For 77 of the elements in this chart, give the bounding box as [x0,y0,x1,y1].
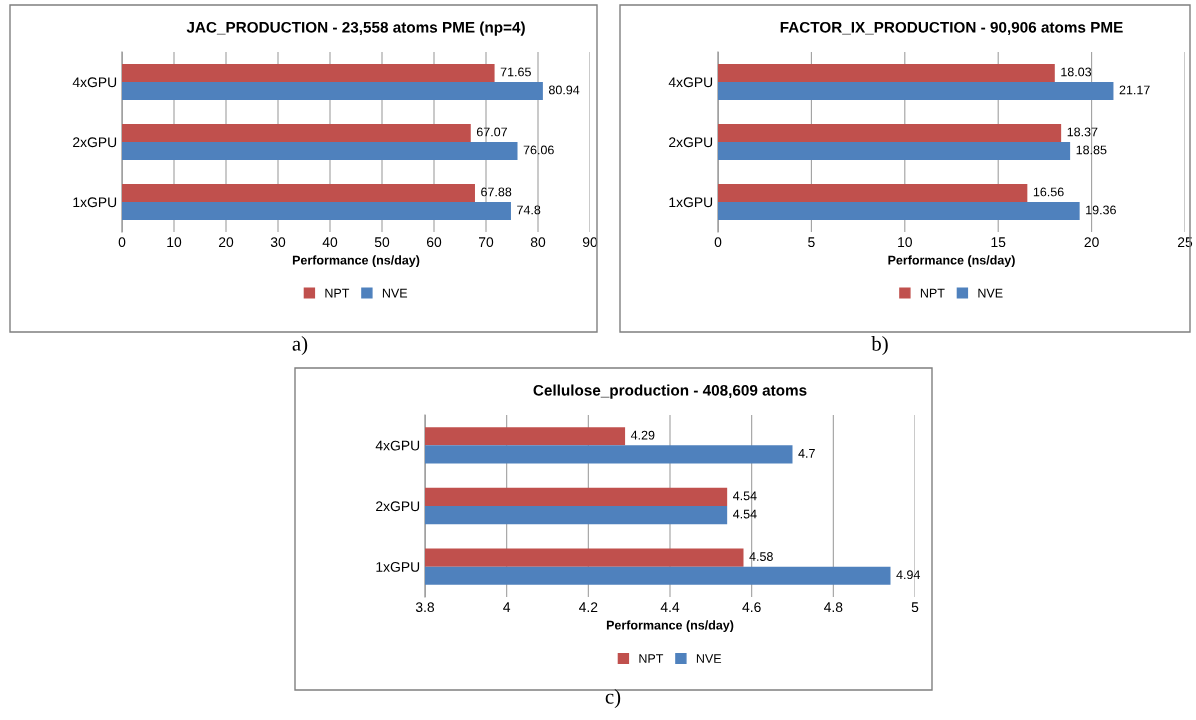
data-label: 18.03 [1061,67,1092,77]
x-tick-label: 0 [118,237,126,248]
data-label: 80.94 [548,85,580,95]
data-label: 16.56 [1033,187,1064,197]
x-tick-label: 3.8 [415,602,435,613]
legend-label: NVE [978,288,1003,298]
y-tick-label: 1xGPU [376,562,420,572]
x-tick-label: 25 [1177,237,1193,248]
data-label: 4.94 [896,570,921,580]
x-axis-title: Performance (ns/day) [606,620,734,633]
data-label: 18.37 [1067,127,1098,137]
legend-label: NPT [325,288,350,298]
bar [122,142,518,160]
x-tick-label: 15 [991,237,1006,248]
data-label: 74.8 [517,205,541,215]
data-label: 67.88 [481,187,512,197]
text: a) [292,336,308,355]
data-label: 67.07 [476,127,507,137]
bar [718,64,1055,82]
x-axis-title: Performance (ns/day) [292,255,420,268]
bar [718,184,1028,202]
x-tick-label: 50 [374,237,390,248]
x-tick-label: 20 [218,237,234,248]
y-tick-label: 4xGPU [375,440,420,451]
text: c) [605,689,621,708]
bar [718,142,1071,160]
data-label: 4.58 [749,552,773,561]
x-tick-label: 30 [270,237,286,248]
y-tick-label: 4xGPU [668,77,713,88]
x-tick-label: 80 [530,237,546,248]
data-label: 19.36 [1086,205,1116,215]
bar [122,82,543,100]
legend-label: NVE [696,654,722,663]
bar [122,64,495,82]
bar [718,124,1062,142]
x-tick-label: 10 [167,237,182,248]
data-label: 4.54 [733,491,757,501]
y-tick-label: 4xGPU [72,77,117,88]
y-tick-label: 2xGPU [73,137,117,148]
legend-label: NPT [639,654,664,663]
bar [718,202,1080,220]
data-label: 21.17 [1119,85,1150,95]
data-label: 76.06 [523,145,554,155]
x-tick-label: 0 [714,237,722,248]
x-tick-label: 5 [911,602,919,613]
data-label: 18.85 [1076,145,1107,155]
x-tick-label: 4.6 [742,602,761,613]
text: b) [871,336,888,355]
data-label: 4.7 [798,449,815,458]
x-tick-label: 10 [898,237,912,248]
x-tick-label: 40 [322,237,338,248]
x-tick-label: 20 [1084,237,1099,248]
bar [122,184,475,202]
legend-label: NVE [382,288,408,298]
x-tick-label: 70 [478,237,494,248]
x-tick-label: 4.2 [579,602,598,612]
data-label: 4.29 [630,430,655,440]
y-tick-label: 1xGPU [669,197,713,208]
x-tick-label: 60 [426,237,442,248]
x-tick-label: 90 [582,237,598,248]
chart-title: FACTOR_IX_PRODUCTION - 90,906 atoms PME [780,21,1123,35]
bar [718,82,1114,100]
chart-title: JAC_PRODUCTION - 23,558 atoms PME (np=4) [186,21,525,36]
y-tick-label: 1xGPU [73,197,117,208]
y-tick-label: 2xGPU [669,137,713,148]
bar [122,124,471,142]
data-label: 71.65 [500,67,531,77]
y-tick-label: 2xGPU [376,501,420,512]
x-tick-label: 4.8 [824,602,843,613]
x-axis-title: Performance (ns/day) [888,255,1015,268]
legend-label: NPT [920,288,945,298]
x-tick-label: 4 [503,602,511,612]
chart-title: Cellulose_production - 408,609 atoms [533,384,807,399]
data-label: 4.54 [733,509,757,519]
x-tick-label: 4.4 [660,602,680,612]
bar [122,202,511,220]
x-tick-label: 5 [808,237,815,248]
